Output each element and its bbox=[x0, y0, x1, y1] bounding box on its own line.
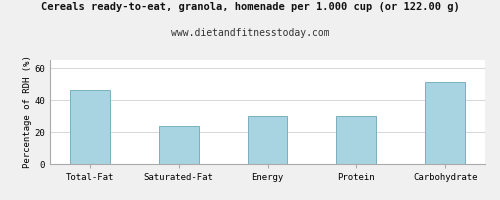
Bar bbox=[336, 116, 376, 164]
Bar bbox=[70, 90, 110, 164]
Text: www.dietandfitnesstoday.com: www.dietandfitnesstoday.com bbox=[170, 28, 330, 38]
Bar bbox=[425, 82, 465, 164]
Bar bbox=[248, 116, 288, 164]
Bar bbox=[158, 126, 198, 164]
Y-axis label: Percentage of RDH (%): Percentage of RDH (%) bbox=[22, 56, 32, 168]
Text: Cereals ready-to-eat, granola, homenade per 1.000 cup (or 122.00 g): Cereals ready-to-eat, granola, homenade … bbox=[40, 2, 460, 12]
